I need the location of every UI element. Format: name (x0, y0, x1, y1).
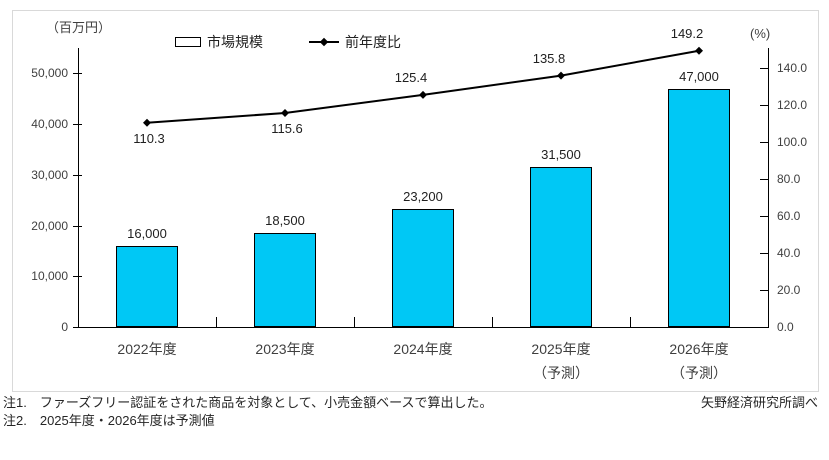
left-axis-tick-mark (73, 327, 82, 328)
bar (392, 209, 454, 327)
left-axis-line (78, 48, 79, 327)
right-axis-tick-label: 140.0 (777, 60, 808, 75)
right-axis-unit: (%) (750, 26, 771, 41)
right-axis-tick-mark (760, 178, 768, 180)
right-axis-tick-label: 120.0 (777, 97, 808, 112)
left-axis-tick-label: 50,000 (31, 66, 68, 81)
right-axis-tick-mark (760, 67, 768, 69)
line-marker-diamond-icon (143, 118, 151, 127)
legend-item-market-size: 市場規模 (175, 34, 263, 50)
left-axis-tick-mark (73, 174, 82, 176)
line-point-label: 110.3 (133, 130, 165, 146)
left-axis-tick-mark (73, 225, 82, 227)
left-axis-tick-label: 40,000 (31, 117, 68, 132)
right-axis-tick-mark (760, 289, 768, 291)
right-axis-tick-label: 40.0 (777, 245, 801, 260)
line-marker-diamond-icon (695, 46, 703, 55)
x-category-label: （予測） (671, 365, 727, 381)
x-axis-tick-mark (492, 317, 493, 327)
right-axis-tick-label: 20.0 (777, 282, 801, 297)
line-legend-label: 前年度比 (345, 34, 401, 50)
x-category-label: 2026年度 (669, 341, 729, 357)
footnote-2: 注2. 2025年度・2026年度は予測値 (3, 413, 215, 428)
bar-value-label: 23,200 (403, 189, 443, 205)
bar-value-label: 47,000 (679, 68, 719, 84)
bar (668, 88, 730, 327)
right-axis-tick-mark (760, 252, 768, 254)
x-category-label: 2024年度 (393, 341, 453, 357)
legend-item-yoy: 前年度比 (309, 34, 401, 50)
left-axis-tick-label: 20,000 (31, 218, 68, 233)
right-axis-tick-mark (760, 327, 768, 328)
yoy-line (146, 49, 700, 124)
bar-legend-label: 市場規模 (207, 34, 263, 50)
x-axis-tick-mark (354, 317, 355, 327)
left-axis-unit: （百万円） (46, 20, 112, 35)
right-axis-tick-label: 100.0 (777, 134, 808, 149)
line-point-label: 125.4 (394, 69, 428, 85)
bar (116, 245, 178, 327)
bar-legend-swatch (175, 37, 201, 47)
left-axis-tick-label: 30,000 (31, 167, 68, 182)
right-axis-tick-label: 60.0 (777, 208, 801, 223)
x-category-label: 2023年度 (255, 341, 315, 357)
line-legend-marker-icon (309, 37, 339, 47)
bar (254, 233, 316, 327)
x-axis-tick-mark (216, 317, 217, 327)
line-marker-diamond-icon (419, 90, 427, 99)
bar-value-label: 18,500 (265, 213, 305, 229)
footnote-1: 注1. ファーズフリー認証をされた商品を対象として、小売金額ベースで算出した。 (3, 395, 493, 410)
right-axis-tick-label: 80.0 (777, 171, 801, 186)
left-axis-tick-mark (73, 73, 82, 75)
right-axis-tick-label: 0.0 (777, 320, 794, 334)
line-point-label: 115.6 (271, 120, 303, 136)
bar-value-label: 16,000 (127, 225, 167, 241)
x-axis-line (78, 327, 769, 328)
line-marker-diamond-icon (557, 71, 565, 80)
right-axis-line (768, 48, 769, 327)
left-axis-tick-mark (73, 276, 82, 278)
line-point-label: 149.2 (670, 25, 704, 41)
left-axis-tick-label: 10,000 (31, 269, 68, 284)
x-category-label: 2025年度 (531, 341, 591, 357)
right-axis-tick-mark (760, 141, 768, 143)
bar-value-label: 31,500 (541, 147, 581, 163)
line-marker-diamond-icon (281, 108, 289, 117)
left-axis-tick-mark (73, 124, 82, 126)
right-axis-tick-mark (760, 215, 768, 217)
x-category-label: （予測） (533, 365, 589, 381)
source-credit: 矢野経済研究所調べ (700, 395, 818, 410)
x-axis-tick-mark (630, 317, 631, 327)
left-axis-tick-label: 0 (61, 320, 68, 334)
bar (530, 167, 592, 327)
x-category-label: 2022年度 (117, 341, 177, 357)
line-point-label: 135.8 (532, 50, 566, 66)
right-axis-tick-mark (760, 104, 768, 106)
